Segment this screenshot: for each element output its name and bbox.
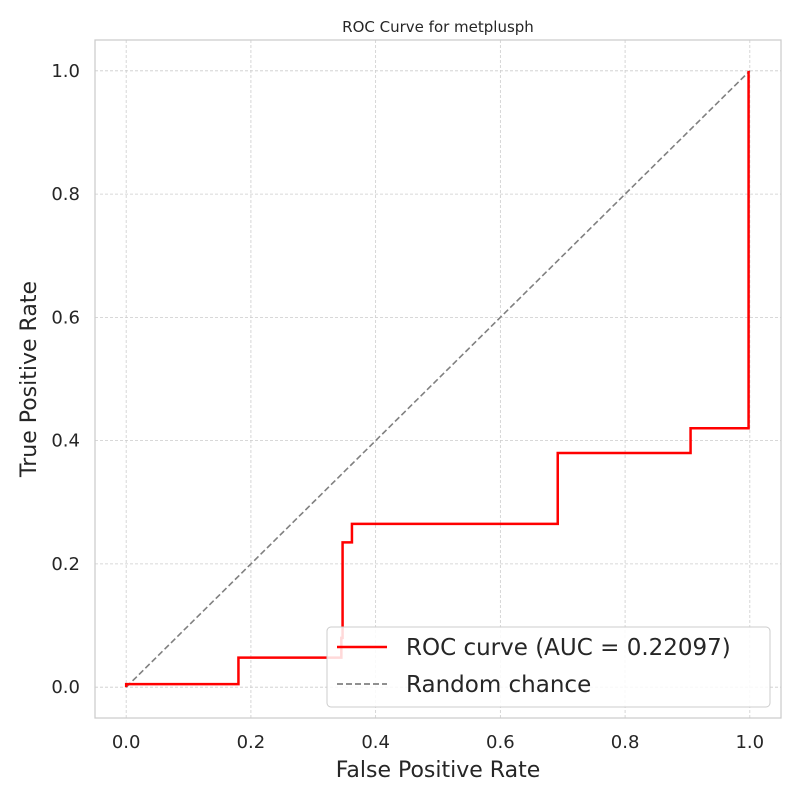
series-layer <box>124 70 751 688</box>
tick-labels: 0.0 0.2 0.4 0.6 0.8 1.0 0.0 0.2 0.4 0.6 0.8 1.0 <box>51 61 764 753</box>
legend: ROC curve (AUC = 0.22097) Random chance <box>326 626 771 708</box>
x-tick-label: 0.0 <box>112 732 141 753</box>
y-tick-label: 0.0 <box>51 677 80 698</box>
y-tick-label: 0.4 <box>51 431 80 452</box>
series-roc-curve <box>124 70 750 688</box>
x-axis-label: False Positive Rate <box>336 758 540 783</box>
plot-frame <box>94 39 782 719</box>
x-tick-label: 1.0 <box>735 732 764 753</box>
series-random-chance <box>125 70 751 688</box>
grid <box>95 40 781 718</box>
x-tick-label: 0.4 <box>361 732 390 753</box>
chart-title: ROC Curve for metplusph <box>342 18 534 36</box>
y-tick-label: 0.2 <box>51 554 80 575</box>
x-tick-label: 0.8 <box>611 732 640 753</box>
legend-label-roc-curve: ROC curve (AUC = 0.22097) <box>406 635 731 661</box>
y-tick-label: 1.0 <box>51 61 80 82</box>
legend-box <box>326 626 771 708</box>
y-tick-label: 0.6 <box>51 307 80 328</box>
legend-label-random-chance: Random chance <box>406 672 591 698</box>
y-tick-label: 0.8 <box>51 184 80 205</box>
x-tick-label: 0.6 <box>486 732 515 753</box>
y-axis-label: True Positive Rate <box>17 281 42 478</box>
x-tick-label: 0.2 <box>237 732 266 753</box>
